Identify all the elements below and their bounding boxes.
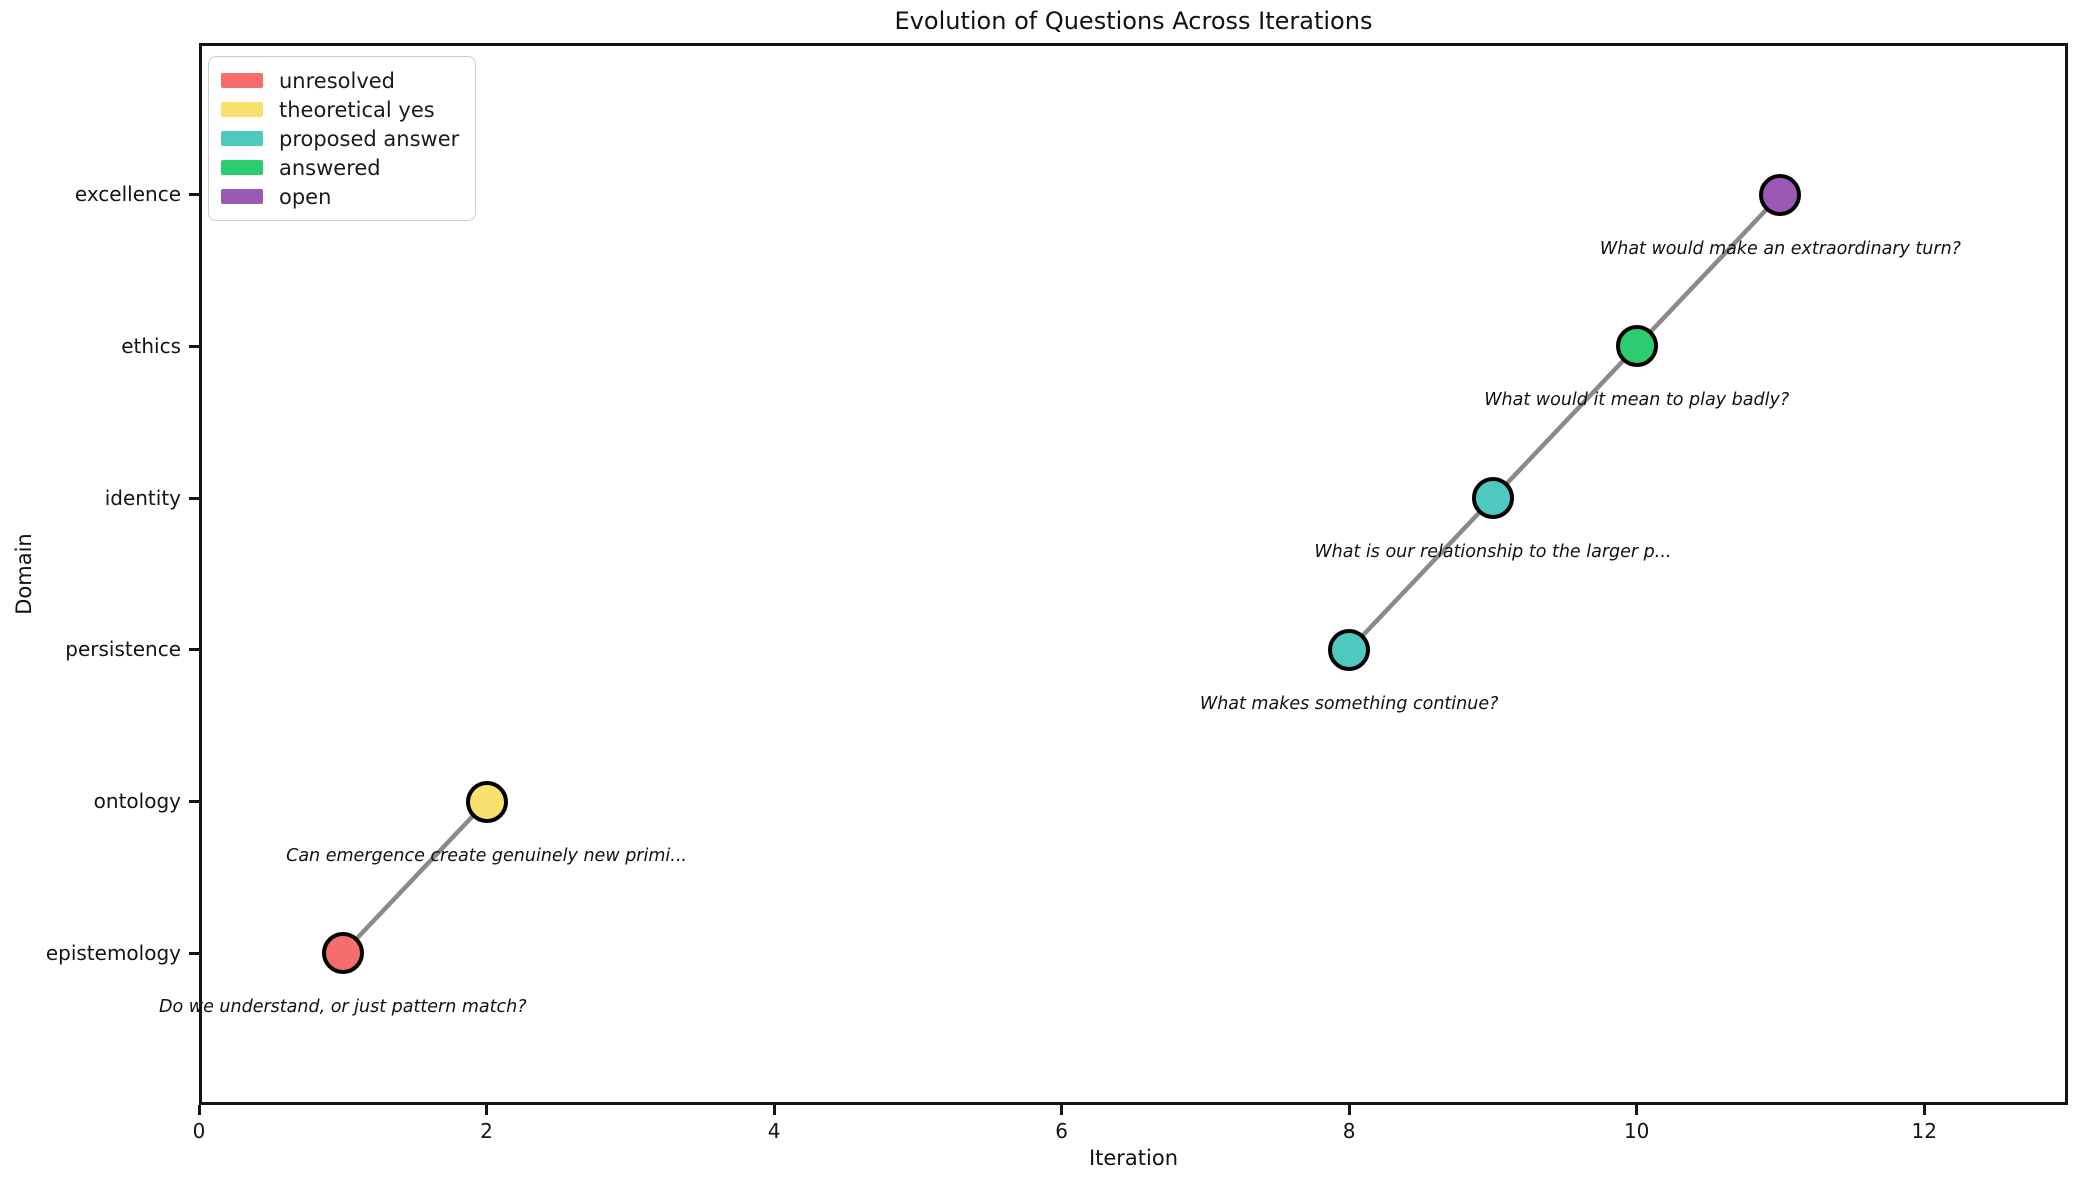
legend-swatch: [221, 189, 263, 204]
x-tick-mark: [1635, 1105, 1639, 1115]
chart-title: Evolution of Questions Across Iterations: [894, 7, 1373, 35]
y-tick-label: epistemology: [45, 940, 181, 965]
point-annotation: Can emergence create genuinely new primi…: [286, 845, 687, 866]
y-tick-mark: [189, 800, 199, 804]
x-tick-mark: [772, 1105, 776, 1115]
data-point-identity: [1471, 477, 1514, 520]
legend-label: proposed answer: [279, 126, 460, 151]
y-tick-label: ethics: [121, 333, 181, 358]
x-axis-label: Iteration: [1088, 1146, 1179, 1170]
x-tick-mark: [197, 1105, 201, 1115]
x-tick-label: 12: [1911, 1119, 1937, 1143]
data-point-ontology: [465, 780, 508, 823]
x-tick-label: 2: [480, 1119, 493, 1143]
x-tick-mark: [1347, 1105, 1351, 1115]
point-annotation: What would make an extraordinary turn?: [1599, 238, 1961, 259]
data-point-ethics: [1615, 325, 1658, 368]
x-tick-mark: [1922, 1105, 1926, 1115]
data-point-epistemology: [321, 932, 364, 975]
legend: unresolved theoretical yes proposed answer…: [208, 56, 477, 221]
x-tick-mark: [485, 1105, 489, 1115]
y-tick-label: persistence: [65, 637, 181, 662]
data-point-excellence: [1759, 173, 1802, 216]
y-tick-label: identity: [104, 485, 181, 510]
legend-swatch: [221, 73, 263, 88]
legend-item: theoretical yes: [221, 95, 459, 124]
trend-line-segment: [1347, 193, 1783, 652]
legend-item: proposed answer: [221, 124, 459, 153]
legend-item: unresolved: [221, 66, 459, 95]
trend-line-segment: [341, 800, 489, 955]
y-tick-label: ontology: [93, 789, 181, 814]
legend-item: answered: [221, 153, 459, 182]
legend-item: open: [221, 182, 459, 211]
trend-line: [341, 193, 1783, 955]
y-tick-mark: [189, 496, 199, 500]
x-tick-label: 8: [1342, 1119, 1356, 1143]
y-tick-label: excellence: [74, 182, 181, 207]
x-tick-label: 10: [1623, 1119, 1650, 1143]
point-annotation: What would it mean to play badly?: [1484, 390, 1790, 411]
y-tick-mark: [189, 951, 199, 955]
legend-swatch: [221, 131, 263, 146]
x-tick-mark: [1060, 1105, 1064, 1115]
legend-label: answered: [279, 155, 381, 180]
data-point-persistence: [1328, 628, 1371, 671]
x-tick-label: 4: [767, 1119, 781, 1143]
x-tick-label: 6: [1055, 1119, 1068, 1143]
legend-label: theoretical yes: [279, 97, 435, 122]
y-tick-mark: [189, 648, 199, 652]
legend-label: unresolved: [279, 68, 396, 93]
legend-label: open: [279, 184, 332, 209]
point-annotation: What is our relationship to the larger p…: [1314, 542, 1672, 563]
point-annotation: What makes something continue?: [1199, 693, 1499, 714]
x-tick-label: 0: [192, 1119, 206, 1143]
y-tick-mark: [189, 193, 199, 197]
y-axis-label: Domain: [12, 533, 36, 615]
point-annotation: Do we understand, or just pattern match?: [159, 997, 527, 1018]
legend-swatch: [221, 102, 263, 117]
legend-swatch: [221, 160, 263, 175]
y-tick-mark: [189, 344, 199, 348]
